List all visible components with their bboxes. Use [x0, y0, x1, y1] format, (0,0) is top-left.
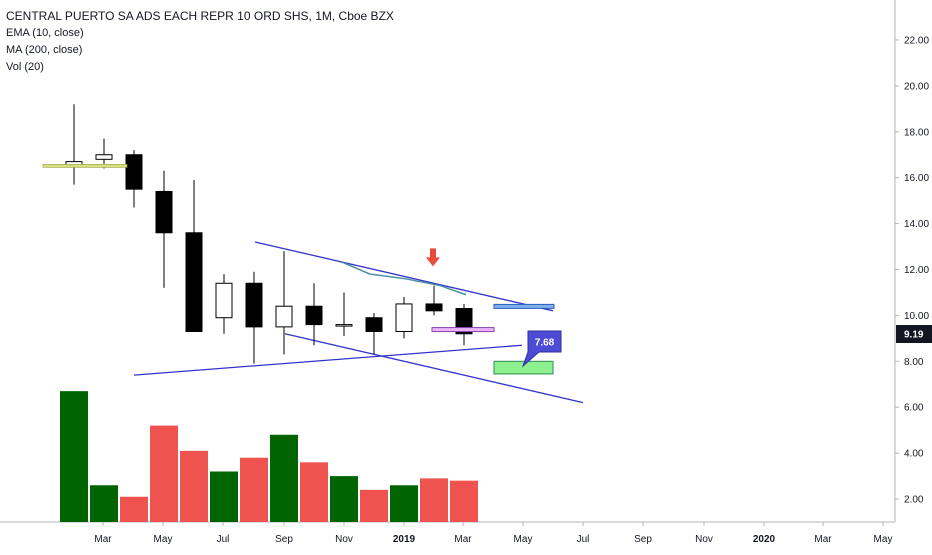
volume-bar	[330, 476, 358, 522]
volume-bar	[90, 485, 118, 522]
indicator-ma[interactable]: MA (200, close)	[6, 44, 83, 56]
price-tick-label: 8.00	[904, 357, 924, 368]
candle-body	[365, 317, 383, 332]
time-tick-label: Jul	[577, 534, 590, 545]
volume-bar	[150, 425, 178, 522]
candle-body	[215, 282, 233, 319]
callout-bubble	[521, 330, 562, 368]
level-marker-start	[42, 164, 128, 168]
candle-body	[155, 190, 173, 234]
time-tick-label: Mar	[814, 534, 832, 545]
time-tick-label: Sep	[634, 534, 652, 545]
trendline-lower	[284, 333, 584, 404]
volume-bar	[390, 485, 418, 522]
price-tick-label: 12.00	[904, 265, 929, 276]
time-tick-label: 2019	[393, 534, 416, 545]
trendline-upper	[254, 241, 554, 312]
volume-bar	[210, 471, 238, 522]
volume-bar	[120, 496, 148, 522]
candle-body	[245, 282, 263, 328]
level-marker-current	[431, 327, 495, 333]
volume-bar	[180, 450, 208, 522]
candle-body	[425, 303, 443, 312]
time-tick-label: Nov	[695, 534, 713, 545]
price-tick-label: 22.00	[904, 35, 929, 46]
ema-line	[342, 261, 467, 296]
time-tick-label: Mar	[454, 534, 472, 545]
volume-bar	[60, 391, 88, 522]
time-tick-label: Jul	[217, 534, 230, 545]
price-tick-label: 2.00	[904, 495, 924, 506]
trendline-support	[133, 344, 523, 376]
price-tick-label: 6.00	[904, 403, 924, 414]
time-tick-label: 2020	[753, 534, 776, 545]
callout-label: 7.68	[535, 338, 555, 349]
indicator-vol[interactable]: Vol (20)	[6, 61, 44, 73]
volume-bar	[450, 480, 478, 522]
price-tick-label: 14.00	[904, 219, 929, 230]
candle-body	[95, 154, 113, 160]
time-tick-label: Mar	[94, 534, 112, 545]
candle-body	[395, 303, 413, 332]
down-arrow-icon	[426, 248, 440, 267]
current-price-badge	[896, 325, 932, 344]
price-tick-label: 4.00	[904, 449, 924, 460]
time-tick-label: May	[514, 534, 533, 545]
candle-body	[335, 324, 353, 327]
volume-bar	[270, 434, 298, 522]
candle-body	[305, 305, 323, 326]
candle-body	[185, 232, 203, 332]
target-zone	[493, 360, 554, 375]
price-tick-label: 16.00	[904, 173, 929, 184]
chart-legend: CENTRAL PUERTO SA ADS EACH REPR 10 ORD S…	[6, 8, 394, 76]
volume-bar	[300, 462, 328, 522]
volume-bar	[420, 478, 448, 522]
time-tick-label: Sep	[275, 534, 293, 545]
price-tick-label: 18.00	[904, 127, 929, 138]
candle-body	[275, 305, 293, 328]
time-tick-label: May	[154, 534, 173, 545]
level-marker-target	[493, 303, 555, 309]
price-tick-label: 20.00	[904, 81, 929, 92]
time-tick-label: Nov	[335, 534, 353, 545]
volume-bar	[360, 489, 388, 522]
current-price-label: 9.19	[904, 330, 924, 341]
symbol-title[interactable]: CENTRAL PUERTO SA ADS EACH REPR 10 ORD S…	[6, 9, 394, 23]
candle-body	[125, 154, 143, 190]
volume-bar	[240, 457, 268, 522]
price-tick-label: 10.00	[904, 311, 929, 322]
indicator-ema[interactable]: EMA (10, close)	[6, 27, 84, 39]
time-tick-label: May	[874, 534, 893, 545]
